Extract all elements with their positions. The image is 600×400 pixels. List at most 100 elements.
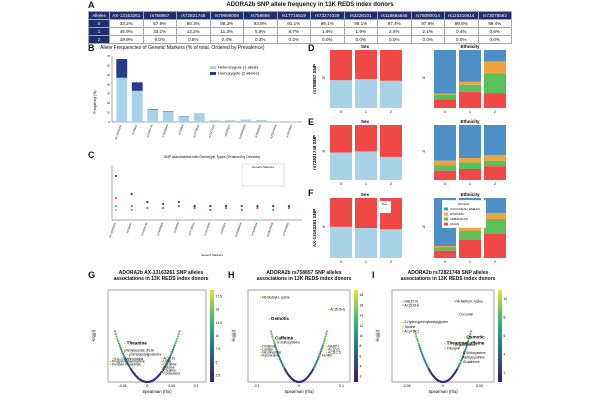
panel-b-letter: B [88, 43, 95, 53]
colorbar-tick-label: 17.5 [216, 295, 223, 299]
sex-legend-box [377, 200, 392, 214]
volcano-point [269, 330, 273, 333]
association-point [256, 206, 259, 210]
bar-heterozygote [193, 113, 205, 122]
metabolite-label: AC(10:1) [328, 350, 341, 354]
volcano-point [417, 342, 420, 345]
volcano-point [278, 357, 282, 361]
volcano-point [414, 332, 417, 335]
metabolite-label: Carnitine [163, 363, 176, 367]
sex-bar-lower [330, 80, 352, 108]
sex-bar-lower [380, 80, 402, 108]
sex-bar-lower [330, 152, 352, 180]
metabolite-label: N6-Methyl-L-lysine [455, 300, 483, 304]
volcano-point [415, 337, 419, 340]
colorbar [498, 290, 502, 382]
labeled-point [463, 342, 466, 345]
x-tick-label: 0 [340, 110, 342, 114]
volcano-point [461, 356, 464, 359]
x-tick-label: 2 [494, 182, 496, 186]
metabolite-label: 3-Hydroxyphenylacetylglycine [404, 320, 448, 324]
volcano-point [465, 344, 468, 347]
table-row: 1 46.9% 33.1% 13.2% 11.3% 5.9% 8.7% 1.9% 1.9% 2.6… [88, 27, 512, 36]
volcano-point [274, 346, 277, 349]
metabolite-label: Tributyrin [447, 346, 461, 350]
column-header: rs115310614 [444, 11, 479, 20]
volcano-point [176, 335, 180, 338]
ethnicity-bar-segment [434, 93, 456, 95]
bar-heterozygote [209, 120, 221, 122]
association-point [272, 204, 275, 208]
association-point [130, 192, 133, 196]
association-point [146, 200, 149, 204]
x-tick-label: rs758856 [177, 123, 185, 135]
volcano-point [278, 356, 281, 359]
association-point [193, 204, 196, 208]
metabolite-label: AC(3:0) [163, 356, 174, 360]
volcano-point [415, 335, 418, 338]
ethnicity-bar-segment [459, 240, 481, 258]
panel-i-title-line2: associations in 13K REDS index donors [400, 276, 496, 282]
colorbar-tick-label: 16 [360, 303, 364, 307]
ethnicity-bar-segment [434, 94, 456, 100]
x-tick-label: AX-13163261 [108, 221, 117, 238]
row-header-cell: 1 [88, 27, 110, 36]
y-axis-label: % [422, 150, 425, 154]
labeled-point [259, 296, 262, 299]
y-axis-label: % [322, 150, 325, 154]
x-tick-label: 0 [442, 384, 444, 388]
metabolite-label: Theanine [447, 341, 468, 346]
sex-bar-lower [380, 156, 402, 180]
allele-frequency-bar-chart: Frequency (%) 0 10 20 30 40 50 60 70 AX-1316326… [93, 54, 302, 140]
table-cell: 99.4% [477, 19, 512, 28]
ethnicity-legend-entry: HISPANIC [450, 212, 465, 216]
metabolite-label: AC(5:OH) [330, 307, 344, 311]
metabolite-label: NADP+ [328, 345, 339, 349]
volcano-point [271, 335, 274, 338]
volcano-point [178, 330, 181, 333]
snp-row-label: rs758857 SNP [312, 64, 317, 94]
panel-h-title: ADORA2b rs758857 SNP alleles association… [236, 270, 372, 282]
volcano-point [169, 354, 172, 357]
metabolite-label: 5-(L-Cysteinyl)dopa [114, 357, 143, 361]
x-axis-label: Spearman (rho) [284, 389, 314, 394]
labeled-point [161, 357, 163, 360]
ethnicity-bar-segment [434, 250, 456, 258]
table-cell: 98.1% [343, 19, 378, 28]
association-point [146, 206, 149, 210]
colorbar-tick-label: 12.5 [216, 321, 223, 325]
y-axis-label: -log(p) [231, 329, 236, 342]
ethnicity-bar-segment [484, 50, 506, 62]
metabolite-label: Urate [163, 360, 171, 364]
table-cell: 1.9% [343, 27, 378, 36]
volcano-point [464, 348, 467, 351]
metabolite-label: phenylacetate (PLA) [124, 349, 154, 353]
ethnicity-subplot-title: Ethnicity [460, 119, 479, 124]
ethnicity-bar-segment [434, 247, 456, 251]
column-header: rs79998008 [209, 11, 244, 20]
labeled-point [272, 337, 275, 340]
table-cell: 33.1% [142, 27, 177, 36]
y-tick-label: 50 [107, 73, 110, 77]
volcano-point [323, 337, 327, 340]
volcano-point [171, 348, 175, 351]
table-cell: 93.8% [243, 19, 278, 28]
colorbar-tick-label: 4 [504, 352, 506, 356]
ethnicity-bar-segment [459, 226, 481, 231]
plot-frame [247, 289, 351, 383]
ethnicity-bar-segment [484, 61, 506, 74]
labeled-point [161, 366, 163, 369]
labeled-point [109, 360, 112, 363]
x-tick-label: rs75080014 [254, 123, 263, 138]
association-point [287, 204, 290, 208]
labeled-point [121, 349, 124, 352]
volcano-point [317, 356, 320, 359]
x-tick-label: -0.05 [119, 384, 127, 388]
ethnicity-bar-segment [459, 91, 481, 108]
labeled-point [268, 318, 271, 320]
table-cell: 2.6% [377, 27, 412, 36]
column-header: rs758856 [243, 11, 278, 20]
colorbar-tick-label: 4 [360, 365, 362, 369]
column-header: rs75080014 [410, 11, 445, 20]
ethnicity-bar-segment [434, 170, 456, 180]
